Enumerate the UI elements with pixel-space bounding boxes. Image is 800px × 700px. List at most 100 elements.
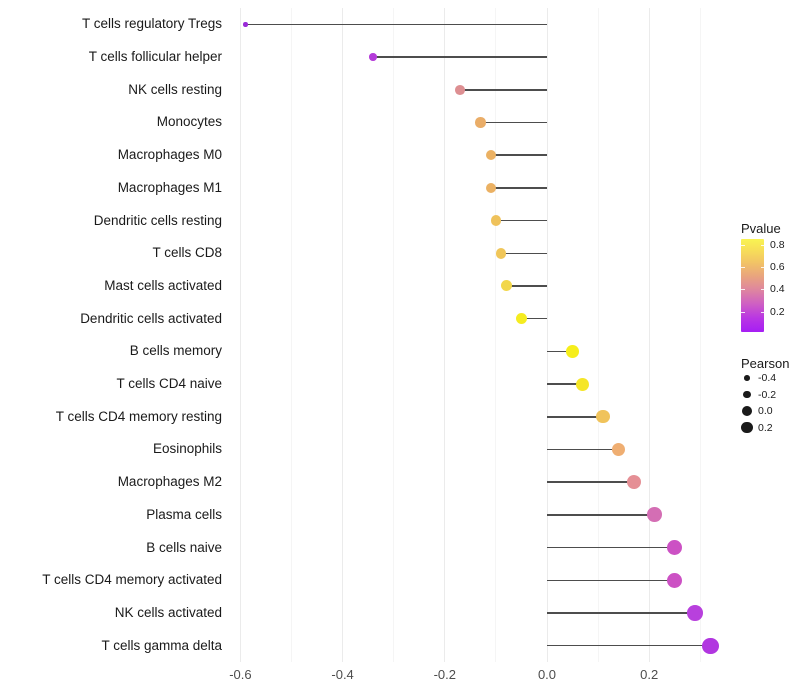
lollipop-point <box>596 410 610 424</box>
y-axis-label: Macrophages M0 <box>117 147 222 163</box>
y-axis-label: Plasma cells <box>146 506 222 522</box>
lollipop-segment <box>501 252 547 254</box>
pvalue-colorbar-tick <box>760 311 764 313</box>
lollipop-point <box>646 507 662 523</box>
y-axis-label: Macrophages M1 <box>117 179 222 195</box>
y-axis-label: Dendritic cells resting <box>93 212 222 228</box>
pvalue-colorbar <box>741 239 764 332</box>
y-axis-label: T cells follicular helper <box>88 49 222 65</box>
lollipop-point <box>500 280 512 292</box>
lollipop-segment <box>547 514 655 516</box>
gridline-minor <box>495 8 497 662</box>
pearson-legend-label: -0.4 <box>758 372 777 384</box>
lollipop-segment <box>460 89 547 91</box>
pvalue-tick-label: 0.6 <box>770 261 785 273</box>
lollipop-point <box>495 247 507 259</box>
lollipop-segment <box>547 350 573 353</box>
gridline-minor <box>597 8 599 662</box>
lollipop-point <box>490 215 502 226</box>
lollipop-segment <box>547 579 675 581</box>
pvalue-colorbar-tick <box>741 289 745 291</box>
gridline-major <box>546 8 548 662</box>
y-axis-label: T cells CD4 naive <box>116 376 222 392</box>
y-axis-label: T cells CD4 memory activated <box>42 572 222 588</box>
x-axis-tick-label: -0.6 <box>229 667 252 682</box>
y-axis-label: T cells CD4 memory resting <box>55 408 222 424</box>
y-axis-label: NK cells activated <box>114 604 222 620</box>
gridline-minor <box>291 8 292 662</box>
gridline-major <box>444 8 446 662</box>
pearson-legend-dot <box>744 375 750 381</box>
y-axis-label: Monocytes <box>156 114 222 130</box>
lollipop-point <box>626 475 641 490</box>
y-axis-label: B cells naive <box>146 539 222 555</box>
lollipop-segment <box>245 23 547 26</box>
pvalue-colorbar-tick <box>741 244 745 246</box>
lollipop-point <box>667 539 683 556</box>
lollipop-segment <box>547 448 619 451</box>
y-axis-label: B cells memory <box>129 343 222 359</box>
lollipop-segment <box>547 481 634 483</box>
lollipop-segment <box>547 546 675 549</box>
x-axis-tick-label: 0.0 <box>537 667 557 682</box>
lollipop-segment <box>521 317 547 320</box>
lollipop-point <box>475 117 486 128</box>
gridline-minor <box>699 8 701 662</box>
y-axis-label: Dendritic cells activated <box>80 310 222 326</box>
pearson-legend-label: -0.2 <box>758 388 777 401</box>
pvalue-colorbar-tick <box>741 311 745 313</box>
pearson-legend-label: 0.0 <box>758 405 773 417</box>
y-axis-label: Mast cells activated <box>104 277 222 293</box>
lollipop-point <box>515 312 528 325</box>
lollipop-point <box>455 84 466 95</box>
pvalue-colorbar-tick <box>760 244 764 246</box>
pvalue-colorbar-tick <box>741 267 745 268</box>
lollipop-segment <box>547 644 711 647</box>
y-axis-label: T cells gamma delta <box>101 637 222 653</box>
legend-pearson-title: Pearson <box>741 356 790 371</box>
lollipop-point <box>485 149 497 161</box>
lollipop-point <box>611 442 626 457</box>
lollipop-point <box>369 53 378 61</box>
lollipop-point <box>687 605 704 621</box>
lollipop-point <box>566 345 579 358</box>
lollipop-segment <box>480 121 547 124</box>
lollipop-segment <box>373 56 547 58</box>
x-axis-tick-label: 0.2 <box>640 667 659 682</box>
lollipop-segment <box>547 416 604 418</box>
lollipop-segment <box>495 219 547 222</box>
x-axis-tick-label: -0.4 <box>331 667 354 682</box>
gridline-major <box>342 8 344 662</box>
lollipop-segment <box>547 612 696 614</box>
lollipop-segment <box>490 154 547 156</box>
y-axis-label: T cells regulatory Tregs <box>81 16 222 32</box>
pvalue-colorbar-tick <box>760 267 764 268</box>
y-axis-label: Macrophages M2 <box>117 474 222 490</box>
pvalue-colorbar-tick <box>760 289 764 291</box>
plot-panel <box>232 8 729 662</box>
y-axis-label: T cells CD8 <box>152 245 222 261</box>
pearson-legend-label: 0.2 <box>758 421 773 434</box>
lollipop-point <box>485 182 497 194</box>
y-axis-label: NK cells resting <box>128 81 222 97</box>
pearson-legend-dot <box>743 390 751 399</box>
lollipop-point <box>576 377 590 391</box>
gridline-major <box>239 8 241 662</box>
gridline-major <box>648 8 650 662</box>
pearson-legend-dot <box>742 406 752 416</box>
y-axis-label: Eosinophils <box>152 441 222 457</box>
lollipop-segment <box>490 187 547 189</box>
legend-pvalue-title: Pvalue <box>741 221 781 236</box>
pvalue-tick-label: 0.8 <box>770 238 785 251</box>
lollipop-segment <box>547 383 583 385</box>
pvalue-tick-label: 0.2 <box>770 305 785 318</box>
pvalue-tick-label: 0.4 <box>770 283 785 296</box>
lollipop-point <box>243 22 248 27</box>
lollipop-segment <box>506 285 547 287</box>
lollipop-point <box>667 572 683 588</box>
lollipop-point <box>702 637 719 654</box>
pearson-legend-dot <box>741 421 753 434</box>
x-axis-tick-label: -0.2 <box>433 667 456 682</box>
gridline-minor <box>393 8 395 662</box>
